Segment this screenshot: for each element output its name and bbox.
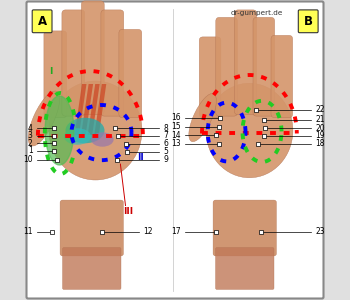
FancyBboxPatch shape [101,10,124,116]
Text: 10: 10 [23,155,33,164]
FancyBboxPatch shape [298,10,318,33]
Text: I: I [49,68,52,76]
Text: 6: 6 [163,140,168,148]
Polygon shape [45,96,74,165]
Text: 15: 15 [171,122,180,131]
Text: 1: 1 [28,146,33,155]
FancyBboxPatch shape [199,37,221,118]
Text: dr-gumpert.de: dr-gumpert.de [231,11,283,16]
FancyBboxPatch shape [62,10,85,116]
Text: 21: 21 [315,116,325,124]
Text: 11: 11 [23,227,33,236]
Text: 9: 9 [163,155,168,164]
Ellipse shape [65,118,105,143]
FancyBboxPatch shape [32,10,52,33]
Text: 8: 8 [163,124,168,133]
Text: III: III [124,207,134,216]
FancyBboxPatch shape [27,2,323,298]
Text: 14: 14 [171,130,180,140]
Polygon shape [88,84,100,135]
FancyBboxPatch shape [44,31,67,118]
FancyBboxPatch shape [213,200,276,256]
FancyBboxPatch shape [119,29,142,118]
FancyBboxPatch shape [216,17,237,116]
Ellipse shape [64,128,91,145]
Text: 19: 19 [315,131,325,140]
FancyBboxPatch shape [234,10,257,115]
Text: 4: 4 [28,124,33,133]
Text: 17: 17 [171,227,180,236]
Text: 3: 3 [28,131,33,140]
Ellipse shape [91,132,114,147]
Ellipse shape [28,91,60,146]
Text: 13: 13 [171,140,180,148]
Text: 2: 2 [28,139,33,148]
Text: 12: 12 [144,227,153,236]
Ellipse shape [189,94,216,142]
FancyBboxPatch shape [82,1,104,115]
Text: 20: 20 [315,124,325,133]
Polygon shape [75,84,86,135]
Polygon shape [81,84,93,135]
Text: 18: 18 [315,140,325,148]
Text: 23: 23 [315,227,325,236]
Text: A: A [37,15,47,28]
Text: 22: 22 [315,105,325,114]
FancyBboxPatch shape [216,248,274,290]
Text: B: B [304,15,313,28]
FancyBboxPatch shape [253,17,275,116]
Polygon shape [94,84,106,135]
Text: II: II [137,153,144,162]
Text: 5: 5 [163,147,168,156]
FancyBboxPatch shape [60,200,124,256]
Ellipse shape [49,81,142,180]
FancyBboxPatch shape [63,248,121,290]
Ellipse shape [206,83,293,178]
Text: 16: 16 [171,113,180,122]
FancyBboxPatch shape [271,35,293,118]
Text: 7: 7 [163,131,168,140]
